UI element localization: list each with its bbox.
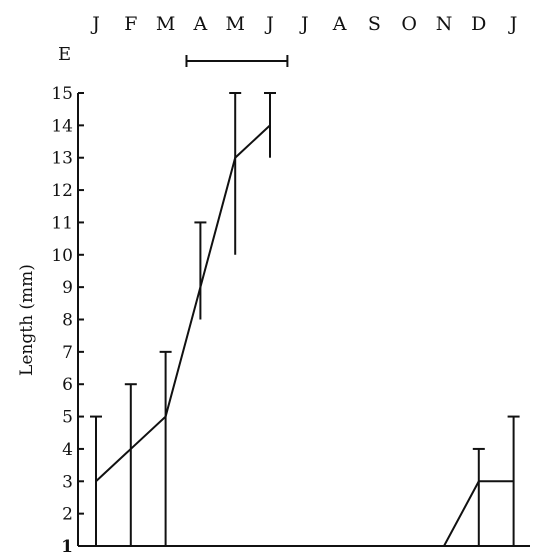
month-label-11: D bbox=[471, 13, 486, 35]
month-label-7: A bbox=[332, 13, 347, 35]
y-axis-title: Length (mm) bbox=[17, 264, 37, 376]
y-tick-label-2: 2 bbox=[62, 505, 73, 525]
y-tick-label-6: 6 bbox=[62, 375, 73, 395]
month-label-8: S bbox=[368, 13, 381, 35]
y-tick-label-3: 3 bbox=[62, 472, 73, 492]
y-tick-label-9: 9 bbox=[62, 278, 73, 298]
y-tick-label-4: 4 bbox=[62, 440, 73, 460]
month-label-3: A bbox=[193, 13, 208, 35]
plot-area bbox=[90, 92, 520, 547]
y-tick-label-14: 14 bbox=[51, 116, 73, 136]
month-label-0: J bbox=[90, 13, 100, 35]
y-tick-label-8: 8 bbox=[62, 311, 73, 331]
y-tick-label-13: 13 bbox=[51, 149, 73, 169]
month-label-2: M bbox=[156, 13, 175, 35]
y-tick-label-10: 10 bbox=[51, 246, 73, 266]
month-label-5: J bbox=[264, 13, 274, 35]
month-label-9: O bbox=[401, 13, 417, 35]
bracket-label: E bbox=[58, 44, 71, 65]
y-tick-label-12: 12 bbox=[51, 181, 73, 201]
y-tick-label-15: 15 bbox=[51, 84, 73, 104]
series-line-0-0 bbox=[95, 124, 271, 483]
y-tick-label-1: 1 bbox=[61, 537, 73, 552]
y-axis: 15 14 13 12 11 10 9 8 7 6 5 4 3 2 1 bbox=[51, 84, 530, 552]
y-tick-label-7: 7 bbox=[62, 343, 73, 363]
month-label-12: J bbox=[508, 13, 518, 35]
month-label-6: J bbox=[299, 13, 309, 35]
y-tick-label-5: 5 bbox=[62, 408, 73, 428]
season-bracket: E bbox=[58, 44, 289, 67]
month-label-1: F bbox=[124, 13, 137, 35]
month-label-4: M bbox=[225, 13, 244, 35]
month-label-10: N bbox=[436, 13, 453, 35]
y-tick-label-11: 11 bbox=[51, 213, 73, 233]
